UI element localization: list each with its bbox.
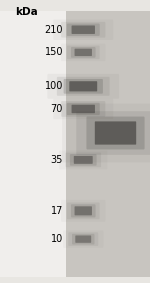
FancyBboxPatch shape bbox=[61, 22, 105, 38]
Bar bbox=[66, 144, 150, 153]
Bar bbox=[66, 11, 150, 277]
Bar bbox=[66, 224, 150, 233]
Bar bbox=[66, 251, 150, 260]
FancyBboxPatch shape bbox=[67, 103, 100, 115]
FancyBboxPatch shape bbox=[65, 153, 101, 167]
Bar bbox=[66, 189, 150, 198]
Bar bbox=[66, 198, 150, 206]
FancyBboxPatch shape bbox=[72, 105, 95, 113]
FancyBboxPatch shape bbox=[68, 232, 98, 246]
Bar bbox=[66, 29, 150, 38]
Bar bbox=[66, 269, 150, 277]
FancyBboxPatch shape bbox=[86, 117, 145, 149]
Bar bbox=[66, 127, 150, 136]
FancyBboxPatch shape bbox=[74, 156, 93, 164]
FancyBboxPatch shape bbox=[75, 49, 92, 56]
Bar bbox=[66, 38, 150, 47]
Bar bbox=[66, 118, 150, 127]
Text: kDa: kDa bbox=[16, 7, 38, 17]
Bar bbox=[66, 206, 150, 215]
Bar bbox=[66, 233, 150, 242]
FancyBboxPatch shape bbox=[95, 121, 136, 145]
Bar bbox=[66, 242, 150, 251]
FancyBboxPatch shape bbox=[57, 77, 110, 96]
Text: 35: 35 bbox=[51, 155, 63, 165]
Bar bbox=[66, 73, 150, 82]
FancyBboxPatch shape bbox=[72, 234, 94, 245]
FancyBboxPatch shape bbox=[61, 101, 105, 117]
FancyBboxPatch shape bbox=[62, 104, 150, 162]
Text: 100: 100 bbox=[45, 81, 63, 91]
Text: 10: 10 bbox=[51, 234, 63, 244]
Bar bbox=[66, 65, 150, 73]
FancyBboxPatch shape bbox=[71, 47, 96, 58]
FancyBboxPatch shape bbox=[75, 206, 92, 215]
Bar bbox=[66, 215, 150, 224]
Bar bbox=[66, 82, 150, 91]
Bar bbox=[66, 11, 150, 20]
FancyBboxPatch shape bbox=[75, 235, 91, 243]
Text: 210: 210 bbox=[45, 25, 63, 35]
Text: 17: 17 bbox=[51, 206, 63, 216]
FancyBboxPatch shape bbox=[76, 111, 150, 155]
Bar bbox=[66, 91, 150, 100]
FancyBboxPatch shape bbox=[67, 23, 100, 36]
Bar bbox=[66, 109, 150, 118]
FancyBboxPatch shape bbox=[67, 202, 100, 219]
Bar bbox=[66, 100, 150, 109]
FancyBboxPatch shape bbox=[70, 154, 97, 166]
FancyBboxPatch shape bbox=[47, 74, 119, 99]
FancyBboxPatch shape bbox=[69, 81, 97, 91]
Text: 150: 150 bbox=[45, 47, 63, 57]
Bar bbox=[66, 180, 150, 189]
Bar bbox=[66, 47, 150, 56]
FancyBboxPatch shape bbox=[72, 25, 95, 34]
Bar bbox=[66, 56, 150, 65]
Bar bbox=[66, 136, 150, 144]
Bar bbox=[0, 11, 66, 277]
Bar bbox=[66, 153, 150, 162]
Bar bbox=[66, 171, 150, 180]
FancyBboxPatch shape bbox=[67, 46, 100, 59]
Bar bbox=[66, 162, 150, 171]
Bar bbox=[66, 20, 150, 29]
FancyBboxPatch shape bbox=[64, 79, 103, 94]
Bar bbox=[66, 260, 150, 269]
FancyBboxPatch shape bbox=[71, 204, 96, 217]
Text: 70: 70 bbox=[51, 104, 63, 114]
